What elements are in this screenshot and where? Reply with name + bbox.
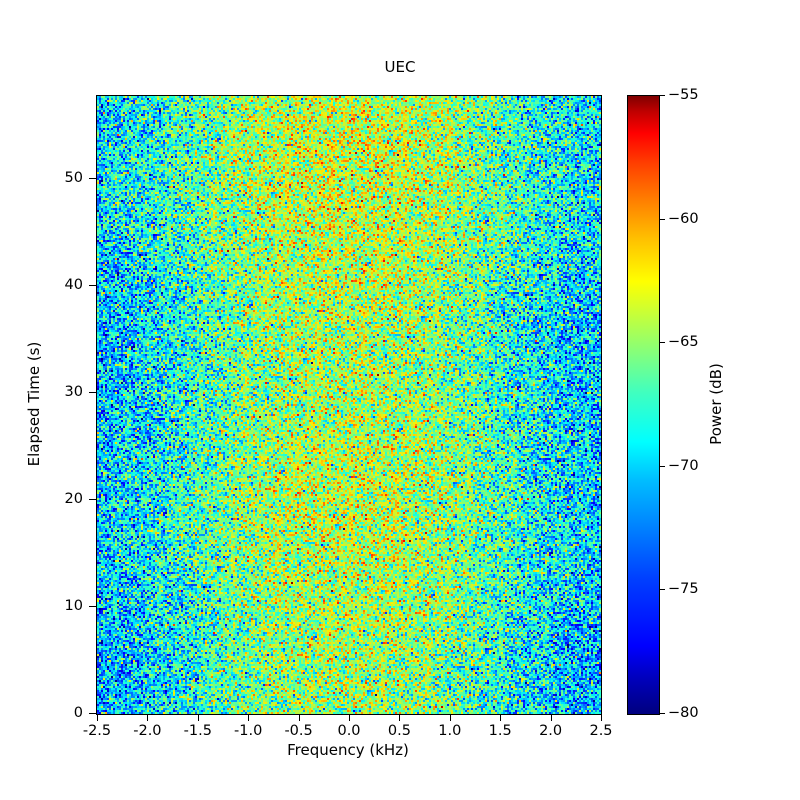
x-axis-ticklabel: -0.5 [284, 723, 313, 739]
colorbar-ticklabel: −60 [668, 210, 699, 227]
x-axis-ticklabel: -1.0 [234, 723, 263, 739]
x-axis-tick [601, 714, 602, 721]
y-axis-tick [89, 713, 96, 714]
colorbar-tick [659, 218, 665, 220]
colorbar-tick [659, 342, 665, 344]
y-axis-ticklabel: 40 [64, 277, 83, 294]
x-axis-ticklabel: -2.0 [133, 723, 162, 739]
x-axis-ticklabel: -2.5 [82, 723, 112, 739]
colorbar-gradient [628, 96, 659, 714]
x-axis-tick [399, 714, 401, 721]
title-station-name: UEC [384, 58, 416, 76]
x-axis-tick [97, 714, 98, 721]
x-axis-tick [449, 714, 451, 721]
y-axis-ticklabel: 30 [64, 384, 83, 401]
spectrogram-plot-area [96, 95, 602, 715]
colorbar-ticklabel: −80 [668, 705, 699, 721]
colorbar-ticklabel: −55 [668, 87, 699, 103]
colorbar-tick [659, 713, 665, 714]
x-axis-tick [147, 714, 149, 721]
x-axis-ticklabel: 2.0 [539, 723, 563, 739]
colorbar-tick [659, 95, 665, 96]
y-axis-ticklabel: 10 [64, 598, 83, 615]
x-axis-tick [248, 714, 250, 721]
y-axis-tick [89, 285, 96, 287]
colorbar [627, 95, 660, 715]
x-axis-tick [349, 714, 350, 721]
y-axis-tick [89, 606, 96, 608]
x-axis-label: Frequency (kHz) [287, 741, 409, 759]
x-axis-tick [500, 714, 502, 721]
x-axis-tick [298, 714, 300, 721]
y-axis-ticklabel: 50 [64, 170, 83, 187]
x-axis-ticklabel: -1.5 [183, 723, 212, 739]
colorbar-ticklabel: −65 [668, 334, 699, 351]
y-axis-tick [89, 178, 96, 180]
x-axis-ticklabel: 0.5 [387, 723, 411, 739]
colorbar-ticklabel: −70 [668, 457, 699, 474]
y-axis-ticklabel: 20 [64, 491, 83, 508]
colorbar-tick [659, 465, 665, 467]
y-axis-ticklabel: 0 [73, 705, 83, 721]
x-axis-tick [197, 714, 199, 721]
colorbar-tick [659, 589, 665, 591]
colorbar-ticklabel: −75 [668, 581, 699, 598]
x-axis-ticklabel: 0.0 [337, 723, 361, 739]
y-axis-tick [89, 392, 96, 394]
x-axis-tick [550, 714, 552, 721]
y-axis-tick [89, 499, 96, 501]
x-axis-ticklabel: 1.0 [438, 723, 462, 739]
colorbar-label: Power (dB) [707, 363, 725, 445]
y-axis-label: Elapsed Time (s) [25, 341, 43, 467]
x-axis-ticklabel: 1.5 [488, 723, 512, 739]
spectrogram-image [97, 96, 601, 714]
x-axis-ticklabel: 2.5 [589, 723, 613, 739]
